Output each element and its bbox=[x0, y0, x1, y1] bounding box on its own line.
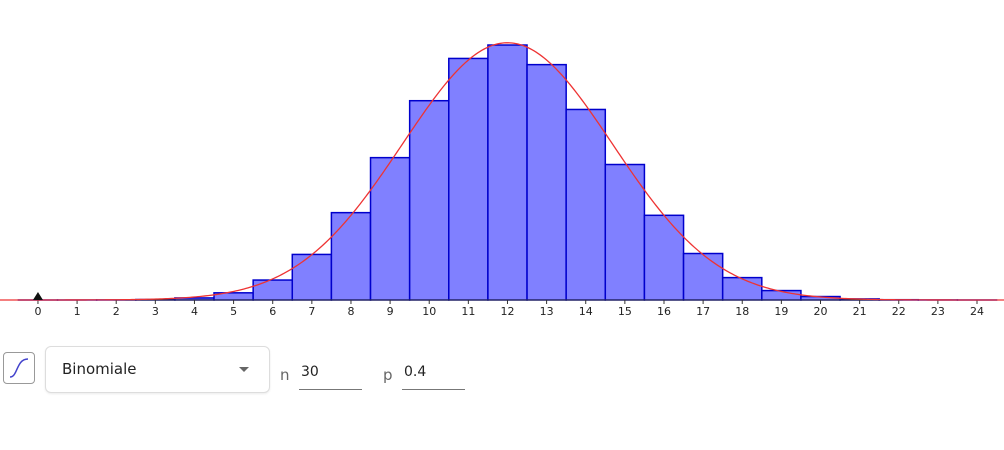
dropdown-arrow bbox=[239, 367, 249, 372]
bar bbox=[291, 253, 333, 301]
distribution-name: Binomiale bbox=[62, 360, 137, 378]
param-label: p bbox=[383, 366, 393, 384]
param-value: 0.4 bbox=[404, 364, 427, 380]
bar bbox=[252, 279, 294, 301]
param-input[interactable]: 0.4 bbox=[402, 362, 465, 390]
bar bbox=[565, 108, 607, 301]
normal-curve bbox=[0, 42, 1004, 301]
x-tick-label: 13 bbox=[540, 305, 554, 318]
x-tick-label: 12 bbox=[500, 305, 514, 318]
x-tick-label: 19 bbox=[774, 305, 788, 318]
x-tick-label: 2 bbox=[113, 305, 120, 318]
x-tick-label: 5 bbox=[230, 305, 237, 318]
x-tick-label: 17 bbox=[696, 305, 710, 318]
x-tick-label: 8 bbox=[347, 305, 354, 318]
x-tick-label: 10 bbox=[422, 305, 436, 318]
bar bbox=[448, 57, 489, 301]
cumulative-toggle[interactable] bbox=[3, 352, 35, 384]
x-tick-label: 4 bbox=[191, 305, 198, 318]
chart: 0 1 2 3 4 5 6 7 8 9 10 11 12 13 14 15 16 17 18 19 20 21 22 23 24 bbox=[0, 42, 1004, 318]
bar bbox=[682, 252, 724, 301]
param-input[interactable]: 30 bbox=[299, 362, 362, 390]
bar bbox=[330, 211, 372, 301]
x-tick-label: 0 bbox=[34, 305, 41, 318]
distribution-dropdown[interactable]: Binomiale bbox=[45, 346, 270, 393]
bar bbox=[369, 156, 411, 301]
x-tick-label: 21 bbox=[853, 305, 867, 318]
bar bbox=[604, 163, 646, 301]
x-tick-label: 20 bbox=[813, 305, 827, 318]
x-tick-label: 23 bbox=[931, 305, 945, 318]
param-label: n bbox=[280, 366, 290, 384]
x-tick-label: 6 bbox=[269, 305, 276, 318]
x-tick-label: 22 bbox=[892, 305, 906, 318]
x-tick-label: 24 bbox=[970, 305, 984, 318]
bar bbox=[526, 63, 567, 301]
cumulative-icon bbox=[9, 358, 29, 378]
x-tick-label: 14 bbox=[579, 305, 593, 318]
x-tick-label: 3 bbox=[152, 305, 159, 318]
bar bbox=[643, 214, 685, 301]
x-tick-label: 9 bbox=[387, 305, 394, 318]
param-value: 30 bbox=[301, 364, 319, 380]
point-marker bbox=[32, 292, 43, 300]
x-tick-label: 18 bbox=[735, 305, 749, 318]
bar bbox=[487, 44, 528, 301]
bar bbox=[721, 276, 763, 301]
x-tick-label: 16 bbox=[657, 305, 671, 318]
x-tick-label: 11 bbox=[461, 305, 475, 318]
x-tick-label: 15 bbox=[618, 305, 632, 318]
bar bbox=[408, 99, 450, 301]
x-tick-label: 7 bbox=[308, 305, 315, 318]
x-tick-label: 1 bbox=[74, 305, 81, 318]
